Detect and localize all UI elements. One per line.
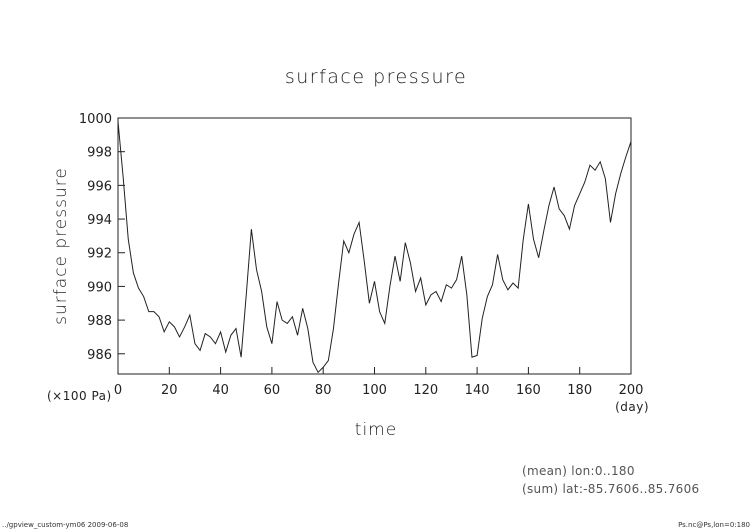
y-tick-label: 992 [87, 247, 112, 262]
y-tick-label: 998 [87, 146, 112, 161]
y-tick-label: 994 [87, 213, 112, 228]
series-line [117, 121, 632, 374]
x-unit-label: (day) [615, 400, 649, 414]
y-tick-label: 996 [87, 179, 112, 194]
x-tick-label: 180 [567, 383, 592, 398]
y-unit-label: (×100 Pa) [47, 389, 112, 403]
x-axis-title: time [355, 420, 397, 440]
x-tick-label: 200 [619, 383, 644, 398]
annotation-sum: (sum) lat:-85.7606..85.7606 [522, 482, 699, 496]
y-tick-label: 990 [87, 280, 112, 295]
x-tick-label: 60 [264, 383, 281, 398]
x-tick-label: 40 [212, 383, 229, 398]
y-tick-label: 988 [87, 314, 112, 329]
x-tick-label: 140 [465, 383, 490, 398]
x-ticks: 0 20 40 60 80 100 120 140 160 180 200 [114, 367, 644, 398]
annotation-mean: (mean) lon:0..180 [522, 464, 635, 478]
y-ticks: 986 988 990 992 994 996 998 1000 [79, 112, 125, 363]
x-tick-label: 160 [516, 383, 541, 398]
chart-title: surface pressure [285, 66, 467, 88]
x-tick-label: 80 [315, 383, 332, 398]
x-tick-label: 20 [161, 383, 178, 398]
y-axis-title: surface pressure [51, 167, 71, 325]
footer-right: Ps.nc@Ps,lon=0:180 [678, 521, 750, 529]
plot-area [117, 117, 632, 375]
x-tick-label: 100 [362, 383, 387, 398]
y-tick-label: 1000 [79, 112, 112, 127]
x-tick-label: 0 [114, 383, 122, 398]
y-tick-label: 986 [87, 348, 112, 363]
x-tick-label: 120 [413, 383, 438, 398]
footer-left: ../gpview_custom-ym06 2009-06-08 [2, 521, 128, 529]
